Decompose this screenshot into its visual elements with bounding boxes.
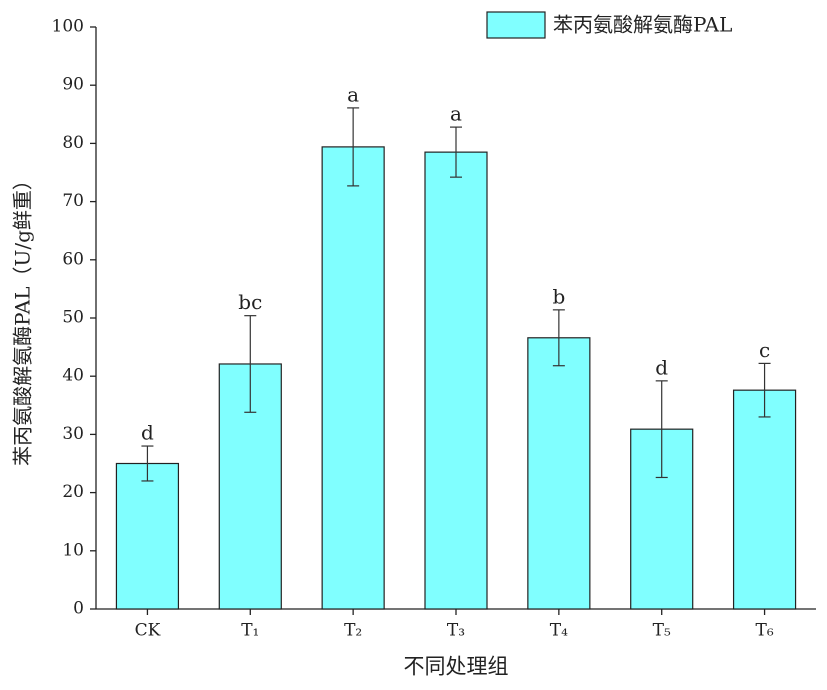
y-tick-label: 100 <box>52 17 84 37</box>
y-tick-label: 80 <box>62 133 84 153</box>
x-tick-label: T₅ <box>653 621 671 641</box>
y-tick-label: 50 <box>62 308 84 328</box>
y-tick-label: 70 <box>62 191 84 211</box>
y-tick-label: 60 <box>62 249 84 269</box>
x-tick-label: T₆ <box>755 621 773 641</box>
x-tick-label: T₂ <box>344 621 362 641</box>
x-tick-label: T₄ <box>550 621 568 641</box>
significance-label: a <box>450 102 462 126</box>
y-tick-label: 10 <box>62 540 84 560</box>
x-axis-label: 不同处理组 <box>404 655 509 679</box>
bar <box>424 151 488 610</box>
legend-swatch <box>486 11 546 39</box>
y-tick-label: 40 <box>62 366 84 386</box>
significance-label: d <box>655 355 668 379</box>
bar <box>321 146 385 610</box>
y-axis-label: 苯丙氨酸解氨酶PAL（U/g鲜重） <box>11 170 35 466</box>
legend-label: 苯丙氨酸解氨酶PAL <box>553 13 732 37</box>
bar <box>527 337 591 610</box>
x-tick-label: T₁ <box>241 621 259 641</box>
significance-label: a <box>347 82 359 106</box>
significance-label: c <box>759 338 770 362</box>
x-tick-label: T₃ <box>447 621 465 641</box>
y-tick-label: 90 <box>62 75 84 95</box>
significance-label: b <box>552 284 565 308</box>
significance-label: bc <box>238 290 262 314</box>
bar <box>115 462 180 610</box>
y-tick-label: 20 <box>62 482 84 502</box>
y-tick-label: 0 <box>73 599 84 619</box>
y-tick-label: 30 <box>62 424 84 444</box>
significance-label: d <box>141 421 154 445</box>
x-tick-label: CK <box>135 621 161 641</box>
bar <box>732 389 797 610</box>
